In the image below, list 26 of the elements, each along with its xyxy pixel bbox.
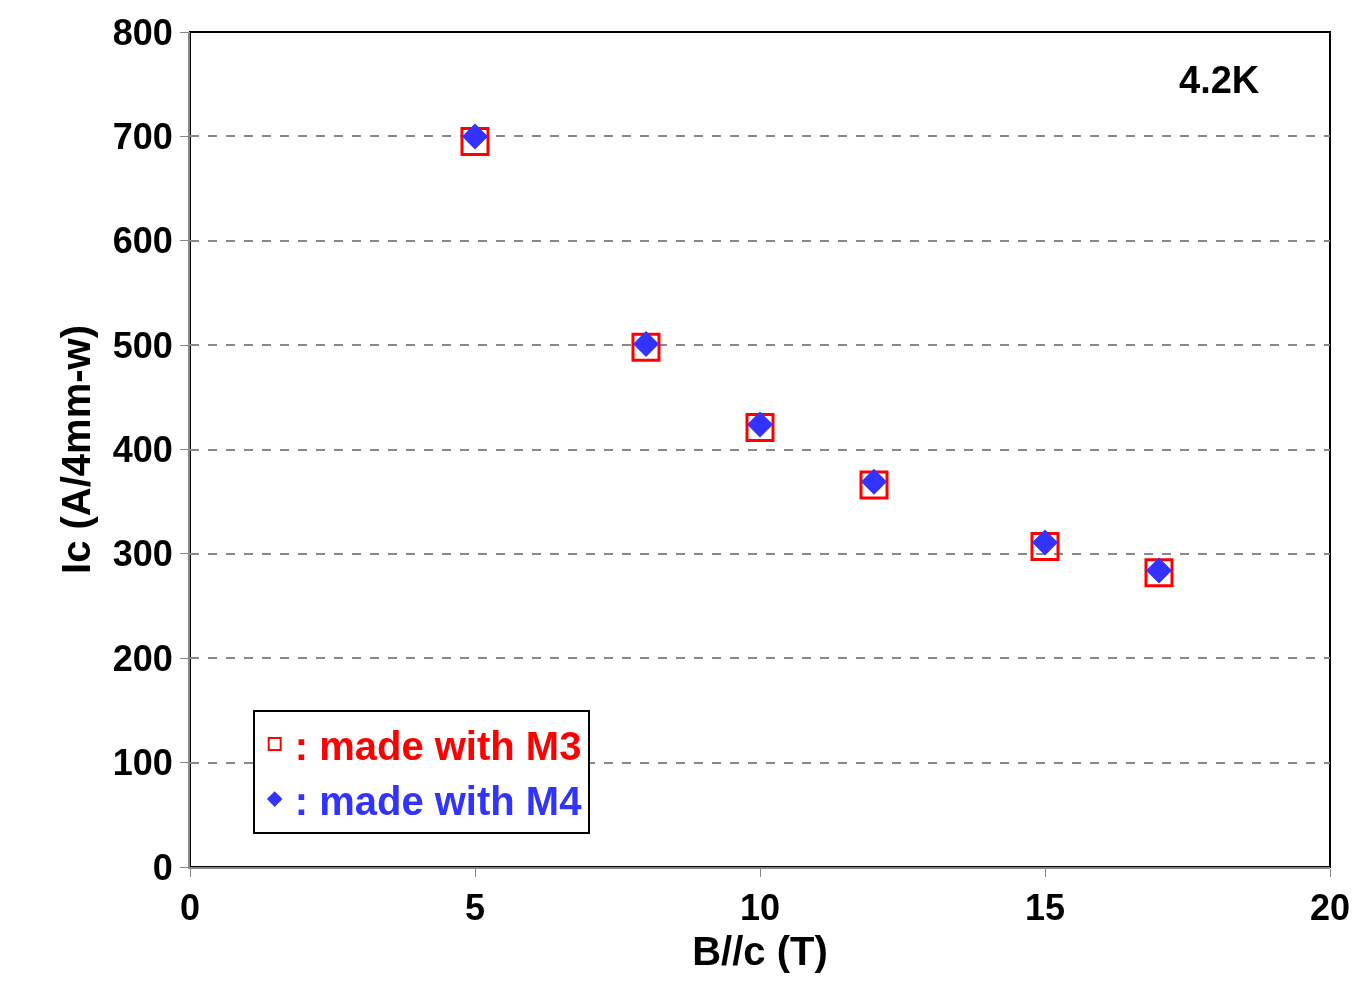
legend-label: : made with M4 bbox=[294, 778, 583, 823]
y-tick-label: 300 bbox=[112, 533, 173, 575]
y-tick-label: 800 bbox=[112, 11, 173, 53]
x-tick-label: 10 bbox=[739, 887, 781, 929]
y-tick-label: 600 bbox=[112, 220, 173, 262]
point bbox=[747, 411, 773, 438]
annotation: 4.2K bbox=[1179, 59, 1260, 101]
y-axis-title: Ic (A/4mm-w) bbox=[53, 325, 98, 574]
x-axis-title: B//c (T) bbox=[692, 929, 828, 974]
x-tick-label: 15 bbox=[1024, 887, 1066, 929]
y-tick-label: 400 bbox=[112, 429, 173, 471]
y-tick-label: 200 bbox=[112, 637, 173, 679]
point bbox=[1032, 529, 1058, 556]
x-tick-label: 20 bbox=[1309, 887, 1351, 929]
y-tick-label: 700 bbox=[112, 115, 173, 157]
point bbox=[1030, 532, 1060, 562]
point bbox=[861, 468, 887, 495]
point bbox=[462, 123, 488, 150]
y-tick-label: 100 bbox=[112, 742, 173, 784]
point bbox=[745, 413, 775, 443]
legend-label: : made with M3 bbox=[294, 723, 582, 768]
y-tick-label: 500 bbox=[112, 324, 173, 366]
point bbox=[859, 470, 889, 500]
x-tick-label: 5 bbox=[464, 887, 486, 929]
y-tick-label: 0 bbox=[152, 846, 173, 888]
x-tick-label: 0 bbox=[179, 887, 201, 929]
